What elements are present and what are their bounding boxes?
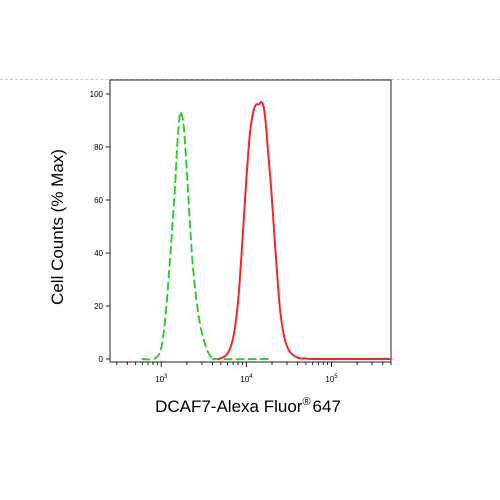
plot-area (109, 79, 392, 363)
x-tick-label: 103 (155, 374, 168, 384)
x-axis-label-main: DCAF7-Alexa Fluor (155, 397, 303, 416)
sample-histogram-line (217, 100, 392, 361)
y-axis-label: Cell Counts (% Max) (48, 149, 67, 305)
y-axis: 0 20 40 60 80 100 (90, 90, 110, 364)
y-tick-label: 40 (94, 249, 103, 258)
control-histogram-line (141, 110, 273, 361)
y-tick-label: 60 (94, 196, 103, 205)
x-axis-label-registered: ® (302, 396, 310, 408)
x-tick-label: 104 (240, 374, 253, 384)
y-tick-label: 100 (90, 90, 104, 99)
y-tick-label: 20 (94, 302, 103, 311)
x-axis-label-tail: 647 (313, 397, 341, 416)
plot-frame (109, 79, 392, 363)
x-tick-label: 105 (325, 374, 338, 384)
y-tick-label: 0 (99, 355, 104, 364)
series-layer (141, 100, 392, 361)
x-axis: 103 104 105 (116, 362, 392, 384)
y-tick-label: 80 (94, 143, 103, 152)
x-axis-label: DCAF7-Alexa Fluor® 647 (155, 396, 341, 416)
